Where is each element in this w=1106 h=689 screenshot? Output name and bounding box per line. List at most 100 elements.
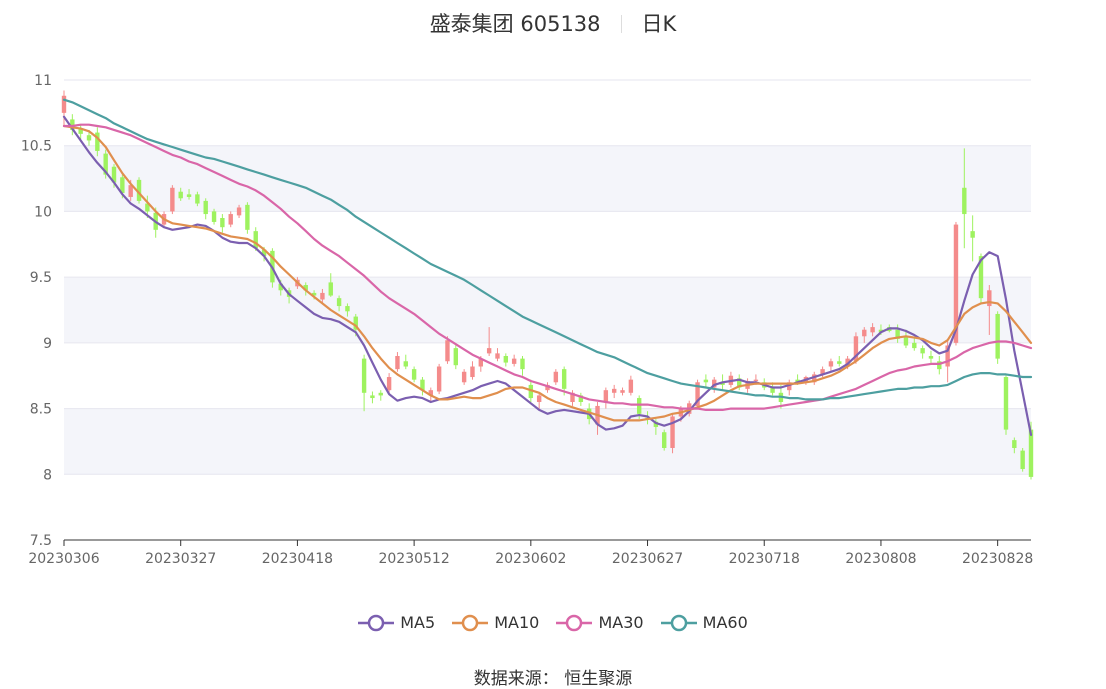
- candle: [870, 323, 875, 337]
- candle-body: [486, 348, 492, 354]
- candle-body: [995, 313, 1000, 359]
- candle-body: [103, 153, 108, 175]
- candle: [95, 127, 100, 157]
- y-tick-label: 8: [43, 467, 52, 483]
- grid-band: [64, 277, 1031, 343]
- candle-body: [1020, 450, 1025, 470]
- legend-item-ma5[interactable]: MA5: [358, 613, 435, 632]
- candle-body: [411, 369, 417, 380]
- candle-body: [195, 194, 200, 204]
- candle-body: [636, 398, 642, 414]
- candle-body: [461, 371, 467, 383]
- candle: [236, 204, 242, 218]
- x-tick-label: 20230418: [262, 551, 333, 567]
- candle-body: [178, 191, 183, 199]
- x-tick-label: 20230718: [729, 551, 800, 567]
- candle: [511, 354, 517, 367]
- candle: [453, 344, 459, 370]
- y-tick-label: 10: [34, 204, 52, 220]
- candle-body: [1028, 429, 1034, 477]
- candle-body: [536, 395, 542, 402]
- y-axis: 7.5 8 8.5 9 9.5 10 10.5 11: [21, 73, 52, 549]
- legend-label-ma60: MA60: [702, 613, 748, 632]
- candle: [395, 352, 400, 372]
- candle-body: [828, 361, 834, 367]
- candle: [853, 332, 859, 364]
- candle: [937, 356, 942, 375]
- legend-item-ma30[interactable]: MA30: [556, 613, 644, 632]
- candle: [812, 371, 817, 385]
- candle-body: [311, 292, 317, 296]
- candle: [78, 124, 83, 140]
- candle: [1003, 374, 1009, 435]
- x-tick-label: 20230828: [962, 551, 1033, 567]
- candle-body: [511, 358, 517, 364]
- candle-body: [837, 361, 842, 364]
- stock-name-code: 盛泰集团 605138: [429, 12, 601, 36]
- candle-body: [395, 356, 400, 370]
- candle: [545, 382, 550, 393]
- candle: [378, 390, 383, 401]
- candle-body: [503, 356, 509, 363]
- candle: [328, 273, 333, 297]
- candle-body: [70, 119, 75, 130]
- candle: [211, 208, 217, 225]
- candle-body: [653, 421, 659, 427]
- candle: [920, 345, 925, 359]
- candle: [186, 189, 192, 200]
- candle-body: [420, 379, 425, 391]
- candle-body: [553, 371, 559, 383]
- candle-body: [853, 336, 859, 362]
- candle-body: [520, 358, 525, 370]
- candle-body: [945, 345, 950, 367]
- candle-body: [611, 388, 617, 393]
- candle-body: [345, 306, 350, 312]
- chart-title: 盛泰集团 605138 日K: [0, 8, 1106, 38]
- candle: [912, 337, 917, 351]
- ma5-legend-icon: [358, 614, 395, 631]
- y-tick-label: 10.5: [21, 139, 52, 155]
- candle: [103, 149, 108, 179]
- candle: [995, 311, 1000, 364]
- candle: [253, 227, 258, 251]
- candle: [345, 303, 350, 317]
- grid-band: [64, 145, 1031, 212]
- candle: [420, 377, 425, 396]
- candle: [470, 361, 475, 380]
- candle-body: [770, 387, 775, 393]
- candle: [386, 373, 392, 393]
- y-tick-label: 9.5: [30, 270, 52, 286]
- candle: [495, 348, 500, 362]
- candle: [361, 354, 367, 412]
- ma10-line: [62, 124, 1033, 422]
- legend-item-ma10[interactable]: MA10: [452, 613, 539, 632]
- candle: [1012, 437, 1017, 454]
- candle-body: [303, 285, 308, 291]
- candle: [628, 375, 634, 396]
- candle: [603, 387, 609, 409]
- candle: [570, 390, 575, 406]
- candle: [787, 379, 792, 396]
- candle-body: [495, 353, 500, 359]
- grid-band: [64, 408, 1031, 475]
- x-tick-label: 20230512: [378, 551, 449, 567]
- y-tick-label: 11: [34, 73, 52, 89]
- candle-body: [320, 292, 325, 300]
- candle-body: [703, 379, 709, 383]
- candle-body: [720, 382, 725, 385]
- candle: [862, 327, 867, 343]
- x-tick-label: 20230808: [845, 551, 916, 567]
- candle-body: [145, 203, 150, 212]
- candle: [61, 90, 67, 126]
- ma60-line: [62, 98, 1033, 401]
- candle-body: [878, 329, 884, 333]
- candle-body: [436, 366, 442, 392]
- candle-body: [978, 256, 984, 299]
- candle: [170, 185, 175, 215]
- candle: [220, 214, 225, 233]
- candle-body: [470, 366, 475, 378]
- candle-body: [370, 395, 375, 399]
- ma30-legend-icon: [556, 614, 593, 631]
- legend-item-ma60[interactable]: MA60: [660, 613, 748, 632]
